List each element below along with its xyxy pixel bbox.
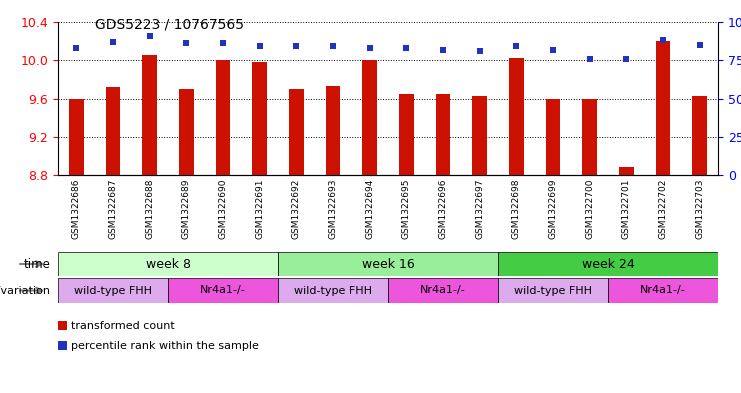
- Bar: [168, 278, 278, 303]
- Point: [144, 33, 156, 39]
- Bar: [509, 58, 524, 175]
- Bar: [498, 278, 608, 303]
- Bar: [545, 99, 560, 175]
- Point: [217, 40, 229, 46]
- Bar: [106, 87, 120, 175]
- Text: Nr4a1-/-: Nr4a1-/-: [200, 285, 246, 296]
- Text: week 16: week 16: [362, 257, 414, 270]
- Text: GSM1322690: GSM1322690: [219, 179, 227, 239]
- Bar: [179, 89, 193, 175]
- Text: Nr4a1-/-: Nr4a1-/-: [640, 285, 686, 296]
- Text: Nr4a1-/-: Nr4a1-/-: [420, 285, 466, 296]
- Bar: [58, 252, 278, 276]
- Point: [290, 43, 302, 50]
- Text: GSM1322694: GSM1322694: [365, 179, 374, 239]
- Text: GSM1322696: GSM1322696: [439, 179, 448, 239]
- Point: [364, 45, 376, 51]
- Point: [473, 48, 485, 54]
- Bar: [325, 86, 340, 175]
- Text: GSM1322698: GSM1322698: [512, 179, 521, 239]
- Point: [327, 43, 339, 50]
- Point: [400, 45, 412, 51]
- Point: [180, 40, 192, 46]
- Bar: [472, 95, 487, 175]
- Bar: [253, 62, 267, 175]
- Bar: [69, 99, 84, 175]
- Text: GSM1322700: GSM1322700: [585, 179, 594, 239]
- Bar: [388, 278, 498, 303]
- Bar: [498, 252, 718, 276]
- Text: time: time: [24, 257, 50, 270]
- Text: GSM1322686: GSM1322686: [72, 179, 81, 239]
- Bar: [436, 94, 451, 175]
- Text: GSM1322702: GSM1322702: [659, 179, 668, 239]
- Text: week 24: week 24: [582, 257, 634, 270]
- Point: [657, 37, 669, 44]
- Bar: [58, 278, 168, 303]
- Bar: [608, 278, 718, 303]
- Point: [253, 43, 265, 50]
- Text: percentile rank within the sample: percentile rank within the sample: [71, 341, 259, 351]
- Text: GSM1322692: GSM1322692: [292, 179, 301, 239]
- Text: GSM1322693: GSM1322693: [328, 179, 337, 239]
- Bar: [656, 41, 671, 175]
- Text: GSM1322703: GSM1322703: [695, 179, 704, 239]
- Text: GSM1322687: GSM1322687: [108, 179, 118, 239]
- Text: wild-type FHH: wild-type FHH: [514, 285, 592, 296]
- Text: GSM1322697: GSM1322697: [475, 179, 484, 239]
- Point: [511, 43, 522, 50]
- Bar: [399, 94, 413, 175]
- Text: GSM1322699: GSM1322699: [548, 179, 557, 239]
- Text: transformed count: transformed count: [71, 321, 175, 331]
- Point: [70, 45, 82, 51]
- Bar: [278, 278, 388, 303]
- Bar: [362, 60, 377, 175]
- Bar: [619, 167, 634, 175]
- Bar: [142, 55, 157, 175]
- Text: wild-type FHH: wild-type FHH: [294, 285, 372, 296]
- Point: [584, 55, 596, 62]
- Bar: [278, 252, 498, 276]
- Bar: [216, 60, 230, 175]
- Point: [620, 55, 632, 62]
- Point: [694, 42, 705, 48]
- Point: [107, 39, 119, 45]
- Text: GSM1322689: GSM1322689: [182, 179, 191, 239]
- Text: week 8: week 8: [145, 257, 190, 270]
- Text: GSM1322691: GSM1322691: [255, 179, 265, 239]
- Bar: [692, 95, 707, 175]
- Bar: [582, 99, 597, 175]
- Text: genotype/variation: genotype/variation: [0, 285, 50, 296]
- Point: [547, 46, 559, 53]
- Text: GSM1322701: GSM1322701: [622, 179, 631, 239]
- Point: [437, 46, 449, 53]
- Text: wild-type FHH: wild-type FHH: [74, 285, 152, 296]
- Text: GSM1322688: GSM1322688: [145, 179, 154, 239]
- Text: GDS5223 / 10767565: GDS5223 / 10767565: [95, 18, 244, 32]
- Bar: [289, 89, 304, 175]
- Text: GSM1322695: GSM1322695: [402, 179, 411, 239]
